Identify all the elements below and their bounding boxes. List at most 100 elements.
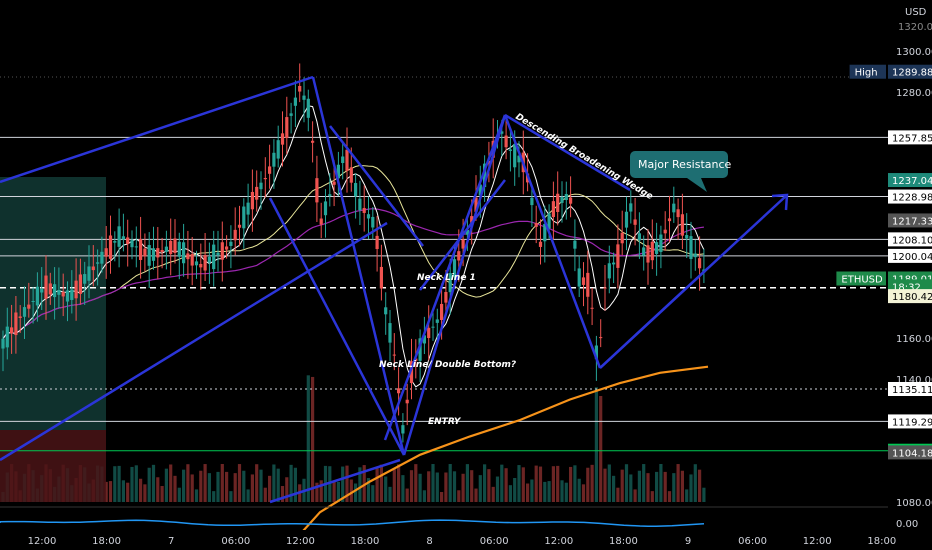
candle: [156, 227, 160, 280]
candle-body: [117, 226, 121, 247]
candle: [57, 267, 61, 309]
candle-body: [91, 266, 95, 271]
candle-body: [143, 248, 147, 257]
candle: [27, 282, 31, 318]
candle: [599, 319, 603, 348]
candle: [182, 223, 186, 277]
candle-body: [676, 209, 680, 218]
volume-bar: [487, 469, 491, 502]
candle-body: [306, 98, 310, 118]
candle-body: [65, 290, 70, 302]
volume-bar: [521, 467, 525, 502]
price-tag-box: [888, 213, 932, 228]
candle-body: [96, 262, 100, 264]
volume-bar: [452, 471, 457, 502]
candle: [117, 208, 121, 268]
projection-arrow-line: [599, 195, 787, 369]
volume-bar: [250, 474, 254, 502]
pattern-line-11: [419, 179, 506, 291]
candle-body: [1, 338, 5, 349]
volume-bar: [478, 475, 482, 502]
candle-body: [151, 248, 156, 261]
candle: [91, 245, 95, 287]
candle-body: [104, 248, 108, 257]
candle-body: [362, 207, 366, 213]
candle-body: [577, 268, 581, 287]
candle-body: [207, 256, 211, 263]
candle-body: [573, 240, 577, 249]
candle-body: [31, 301, 35, 303]
candle-body: [108, 235, 113, 259]
volume-bar: [375, 468, 379, 502]
candle: [448, 258, 452, 315]
volume-bar: [465, 464, 469, 502]
price-tag-6: 1200.04: [888, 248, 932, 263]
candle: [61, 273, 65, 317]
candle-body: [164, 246, 168, 252]
candle-body: [233, 229, 237, 241]
price-tick-0: 1300.00: [896, 47, 932, 58]
price-tag-label: ETHUSD: [841, 275, 883, 286]
candle-body: [508, 149, 512, 151]
candle-body: [616, 244, 620, 268]
candle-body: [173, 238, 177, 253]
price-tick-top: 1320.00: [898, 22, 932, 33]
volume-bar: [414, 464, 418, 502]
candle-body: [663, 229, 667, 234]
volume-bar: [698, 469, 702, 502]
volume-bar: [513, 477, 517, 502]
oscillator-line: [0, 519, 705, 527]
candle: [268, 144, 272, 189]
candle: [143, 233, 147, 272]
candle-body: [560, 196, 564, 203]
zone-red: [0, 430, 106, 502]
candle: [328, 173, 332, 207]
candle: [272, 139, 276, 189]
candle: [126, 219, 130, 267]
price-tag-1: 1257.85: [888, 130, 932, 145]
volume-bar: [199, 470, 203, 502]
pattern-line-7: [503, 114, 602, 369]
candle-body: [10, 327, 14, 334]
candle-body: [237, 224, 242, 228]
ma-orange: [284, 365, 709, 550]
candle-body: [61, 291, 65, 297]
candle: [276, 125, 280, 168]
candle-body: [263, 177, 267, 180]
candle: [573, 219, 577, 272]
candle-body: [289, 113, 293, 116]
price-tags: 1289.88 High 1257.85 1237.04 1228.98 1217.33 1…: [836, 64, 932, 460]
candle: [40, 267, 44, 311]
candle-body: [194, 261, 199, 266]
candle: [225, 235, 229, 259]
candle-body: [268, 166, 272, 174]
price-tag-9: 1180.42: [888, 289, 932, 304]
candle-body: [366, 214, 371, 219]
ma-white: [2, 105, 705, 388]
candle: [199, 243, 203, 290]
volume-bar: [190, 474, 194, 502]
price-tag-label-box: [849, 64, 886, 79]
candle: [354, 173, 358, 219]
volume-bar: [259, 469, 263, 502]
candle: [31, 287, 35, 324]
volume-bar: [121, 480, 125, 502]
highlight-zones: [0, 177, 106, 502]
candle: [483, 155, 487, 202]
candle-body: [87, 266, 91, 281]
volume-bar: [306, 375, 310, 502]
volume-bar: [345, 465, 349, 502]
volume-bar: [573, 465, 577, 502]
candle: [379, 244, 383, 301]
volume-bar: [457, 490, 461, 502]
candle: [203, 232, 207, 282]
candle: [569, 176, 573, 218]
candle: [319, 202, 323, 239]
volume-bar: [440, 491, 444, 502]
price-tag-value: 1237.04: [892, 176, 932, 187]
volume-bar: [624, 464, 629, 502]
candle: [663, 211, 667, 251]
candle: [551, 181, 555, 240]
